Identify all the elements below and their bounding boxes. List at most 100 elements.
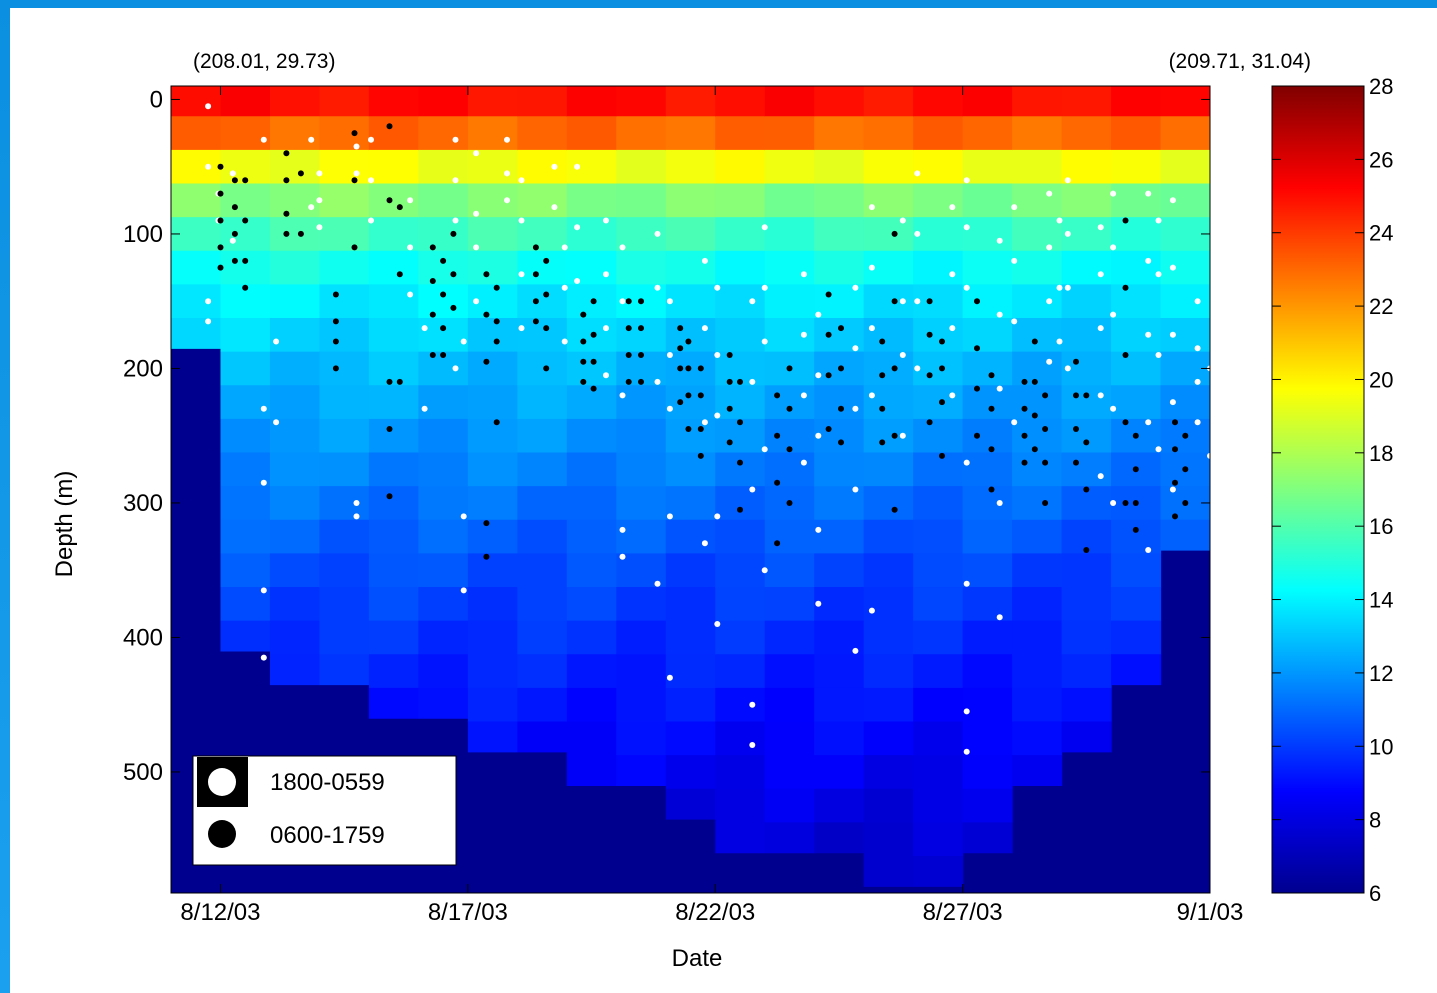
day-observation-point <box>625 298 632 305</box>
heat-cell <box>418 116 469 151</box>
night-observation-point <box>603 325 609 332</box>
heat-cell <box>616 250 667 285</box>
day-observation-point <box>1122 217 1129 224</box>
heat-cell <box>863 116 914 151</box>
x-tick-label: 8/22/03 <box>675 899 755 926</box>
heat-cell <box>418 486 469 521</box>
day-observation-point <box>493 318 500 325</box>
legend-marker-1800-0559 <box>208 768 236 796</box>
day-observation-point <box>1122 352 1129 358</box>
heat-cell <box>1160 86 1210 117</box>
heat-cell <box>814 217 865 252</box>
heat-cell <box>616 486 667 521</box>
heat-cell <box>418 318 469 353</box>
night-observation-point <box>899 432 906 439</box>
heat-cell <box>1061 284 1112 319</box>
heat-cell <box>715 486 766 521</box>
night-observation-point <box>852 345 859 352</box>
colorbar-tick-label: 12 <box>1369 661 1393 686</box>
day-observation-point <box>1042 459 1049 466</box>
heat-cell <box>319 116 370 151</box>
heat-cell <box>1111 587 1162 622</box>
heat-cell <box>616 385 667 420</box>
y-tick-label: 500 <box>123 759 163 786</box>
night-observation-point <box>619 244 626 251</box>
x-tick-label: 9/1/03 <box>1177 899 1244 926</box>
heat-cell <box>913 856 964 887</box>
heat-cell <box>418 149 469 185</box>
heat-cell <box>764 183 815 218</box>
heat-cell <box>764 721 815 756</box>
heat-cell <box>269 486 321 521</box>
night-observation-point <box>654 580 661 587</box>
heat-cell <box>418 587 469 622</box>
heat-cell <box>764 620 815 655</box>
day-observation-point <box>580 378 587 385</box>
heat-cell <box>863 788 914 823</box>
day-observation-point <box>532 298 539 305</box>
heat-cell <box>566 620 617 655</box>
day-observation-point <box>429 244 436 251</box>
day-observation-point <box>1182 466 1189 473</box>
night-observation-point <box>914 298 921 305</box>
night-observation-point <box>761 224 768 231</box>
heat-cell <box>319 217 370 252</box>
night-observation-point <box>963 748 970 755</box>
day-observation-point <box>625 378 632 385</box>
heat-cell <box>913 385 964 420</box>
heat-cell <box>517 318 568 353</box>
night-observation-point <box>407 197 414 204</box>
heat-cell <box>665 149 716 185</box>
night-observation-point <box>1145 419 1152 426</box>
night-observation-point <box>273 338 280 345</box>
night-observation-point <box>1169 264 1176 271</box>
night-observation-point <box>963 284 970 291</box>
heat-cell <box>962 318 1013 353</box>
night-observation-point <box>714 284 721 291</box>
heat-cell <box>616 183 667 218</box>
night-observation-point <box>899 298 906 305</box>
heat-cell <box>1061 687 1112 723</box>
night-observation-point <box>899 217 906 224</box>
day-observation-point <box>1031 446 1038 453</box>
heat-cell <box>962 587 1013 622</box>
day-observation-point <box>351 244 358 251</box>
heat-cell <box>665 687 716 723</box>
night-observation-point <box>914 365 921 372</box>
heat-cell <box>1111 351 1162 386</box>
day-observation-point <box>879 372 886 379</box>
night-observation-point <box>996 500 1003 506</box>
day-observation-point <box>926 419 933 426</box>
day-observation-point <box>532 244 539 251</box>
day-observation-point <box>988 486 995 493</box>
day-observation-point <box>242 217 249 224</box>
heat-cell <box>517 385 568 420</box>
day-observation-point <box>974 298 980 305</box>
day-observation-point <box>450 271 457 278</box>
heat-cell <box>467 250 518 285</box>
heat-cell <box>1160 519 1210 551</box>
heat-cell <box>962 721 1013 756</box>
heat-cell <box>913 654 964 689</box>
heat-cell <box>319 284 370 319</box>
heat-cell <box>1160 183 1210 218</box>
day-observation-point <box>283 177 290 184</box>
heat-cell <box>269 385 321 420</box>
night-observation-point <box>518 217 525 224</box>
heat-cell <box>913 116 964 151</box>
night-observation-point <box>1097 271 1104 278</box>
heat-cell <box>517 486 568 521</box>
y-axis: 0 100 200 300 400 500 <box>123 86 1210 786</box>
heat-cell <box>616 452 667 487</box>
day-observation-point <box>231 177 238 184</box>
colorbar-tick-label: 26 <box>1369 147 1393 172</box>
heat-cell <box>269 452 321 487</box>
night-observation-point <box>996 385 1003 392</box>
heat-cell <box>665 620 716 655</box>
day-observation-point <box>1172 446 1178 453</box>
day-observation-point <box>838 365 844 372</box>
night-observation-point <box>868 607 875 614</box>
heat-cell <box>814 687 865 723</box>
heat-cell <box>913 822 964 857</box>
night-observation-point <box>701 419 708 426</box>
